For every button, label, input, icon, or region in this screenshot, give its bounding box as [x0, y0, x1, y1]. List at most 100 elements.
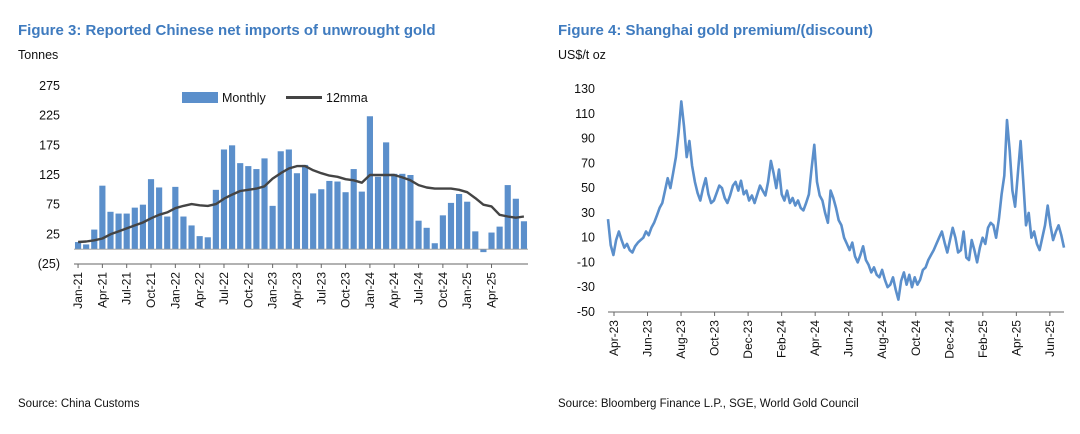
x-tick-label: Oct-23	[339, 272, 353, 308]
y-tick-label: 75	[46, 198, 60, 212]
monthly-bar	[172, 186, 179, 250]
premium-series-line	[606, 100, 1066, 301]
x-tick-label: Dec-24	[942, 320, 956, 359]
y-tick-label: -50	[577, 305, 595, 319]
x-tick-label: Feb-24	[775, 320, 789, 358]
x-tick-label: Apr-24	[808, 320, 822, 356]
monthly-bar	[423, 227, 430, 250]
x-tick-label: Jul-24	[412, 272, 426, 305]
y-tick-label: (25)	[38, 257, 60, 271]
y-tick-label: -30	[577, 280, 595, 294]
figure-4-unit-label: US$/t oz	[558, 48, 606, 62]
x-tick-label: Aug-24	[875, 320, 889, 359]
y-tick-label: 275	[39, 79, 60, 93]
y-tick-label: 175	[39, 138, 60, 152]
x-tick-label: Apr-23	[290, 272, 304, 308]
monthly-bar	[520, 221, 528, 250]
legend-12mma-label: 12mma	[326, 91, 368, 105]
monthly-bar	[383, 142, 390, 250]
monthly-bar	[180, 216, 187, 250]
monthly-bar	[464, 201, 471, 250]
legend-monthly-label: Monthly	[222, 91, 267, 105]
monthly-bar	[301, 164, 309, 250]
y-tick-label: 30	[581, 206, 595, 220]
figure-4-source: Source: Bloomberg Finance L.P., SGE, Wor…	[558, 398, 859, 410]
monthly-bar	[318, 189, 325, 250]
x-tick-label: Apr-22	[193, 272, 207, 308]
x-tick-label: Jun-23	[641, 320, 655, 357]
x-tick-label: Jan-21	[71, 272, 85, 309]
monthly-bar	[277, 151, 284, 250]
y-tick-label: 125	[39, 168, 60, 182]
monthly-bar	[188, 225, 195, 250]
monthly-bar	[229, 145, 236, 250]
monthly-bar	[512, 198, 519, 250]
figure-3-unit-label: Tonnes	[18, 48, 59, 62]
y-tick-label: 50	[581, 181, 595, 195]
imports-bar-chart: 275 225 175 125 75 25 (25) Jan-21 Apr-21 Jul-21 Oc…	[38, 79, 528, 309]
y-tick-label: 70	[581, 156, 595, 170]
legend-bar-swatch	[182, 92, 218, 103]
x-tick-label: Oct-23	[708, 320, 722, 356]
x-tick-label: Oct-21	[144, 272, 158, 308]
x-tick-label: Jan-24	[363, 272, 377, 309]
monthly-bar	[83, 244, 90, 250]
monthly-bar	[480, 249, 487, 253]
figure-3-source: Source: China Customs	[18, 398, 140, 410]
x-tick-label: Oct-22	[241, 272, 255, 308]
y-tick-label: 10	[581, 231, 595, 245]
monthly-bar	[358, 191, 365, 250]
x-tick-label: Apr-25	[1009, 320, 1023, 356]
monthly-bar	[237, 163, 244, 250]
monthly-bar	[488, 232, 495, 250]
x-tick-label: Apr-23	[607, 320, 621, 356]
monthly-bar	[391, 173, 398, 250]
x-tick-label: Feb-25	[976, 320, 990, 358]
figure-4-panel: Figure 4: Shanghai gold premium/(discoun…	[540, 0, 1080, 434]
monthly-bar	[447, 202, 455, 250]
monthly-bar	[374, 176, 382, 250]
x-tick-label: Jul-22	[217, 272, 231, 305]
x-tick-label: Jan-22	[168, 272, 182, 309]
monthly-bar	[164, 216, 171, 250]
x-tick-label: Jan-25	[460, 272, 474, 309]
monthly-bar	[334, 181, 341, 250]
y-tick-label: 25	[46, 227, 60, 241]
x-tick-label: Aug-23	[674, 320, 688, 359]
figure-3-title: Figure 3: Reported Chinese net imports o…	[18, 22, 436, 39]
x-tick-label: Apr-21	[95, 272, 109, 308]
premium-line-chart: 130 110 90 70 50 30 10 -10 -30 -50 Apr-23 Jun-23 Aug…	[574, 82, 1066, 359]
monthly-bar	[326, 180, 333, 250]
monthly-bar	[496, 226, 503, 250]
monthly-bar	[350, 169, 357, 250]
y-tick-label: -10	[577, 255, 595, 269]
monthly-bar	[245, 166, 252, 250]
monthly-bar	[431, 243, 438, 250]
x-tick-label: Oct-24	[909, 320, 923, 356]
monthly-bar	[253, 169, 260, 250]
monthly-bar	[285, 149, 292, 250]
x-tick-label: Dec-23	[741, 320, 755, 359]
y-tick-label: 130	[574, 82, 595, 96]
x-tick-label: Jun-25	[1043, 320, 1057, 357]
y-tick-label: 90	[581, 132, 595, 146]
figure-4-title: Figure 4: Shanghai gold premium/(discoun…	[558, 22, 874, 39]
x-tick-label: Jul-21	[120, 272, 134, 305]
monthly-bar	[415, 220, 422, 250]
monthly-bar	[196, 236, 203, 250]
monthly-bar	[156, 187, 163, 250]
figure-3-panel: Figure 3: Reported Chinese net imports o…	[18, 22, 528, 410]
monthly-bar	[261, 158, 268, 250]
monthly-bar	[99, 185, 106, 250]
x-tick-label: Oct-24	[436, 272, 450, 308]
monthly-bar	[399, 173, 406, 250]
monthly-bar	[366, 116, 373, 250]
x-tick-label: Apr-25	[485, 272, 499, 308]
monthly-bar	[269, 205, 276, 250]
x-tick-label: Jul-23	[314, 272, 328, 305]
monthly-bar	[204, 237, 211, 250]
monthly-bar	[472, 231, 479, 250]
monthly-bar	[107, 211, 114, 250]
monthly-bar	[147, 179, 155, 250]
monthly-bar	[212, 189, 219, 250]
